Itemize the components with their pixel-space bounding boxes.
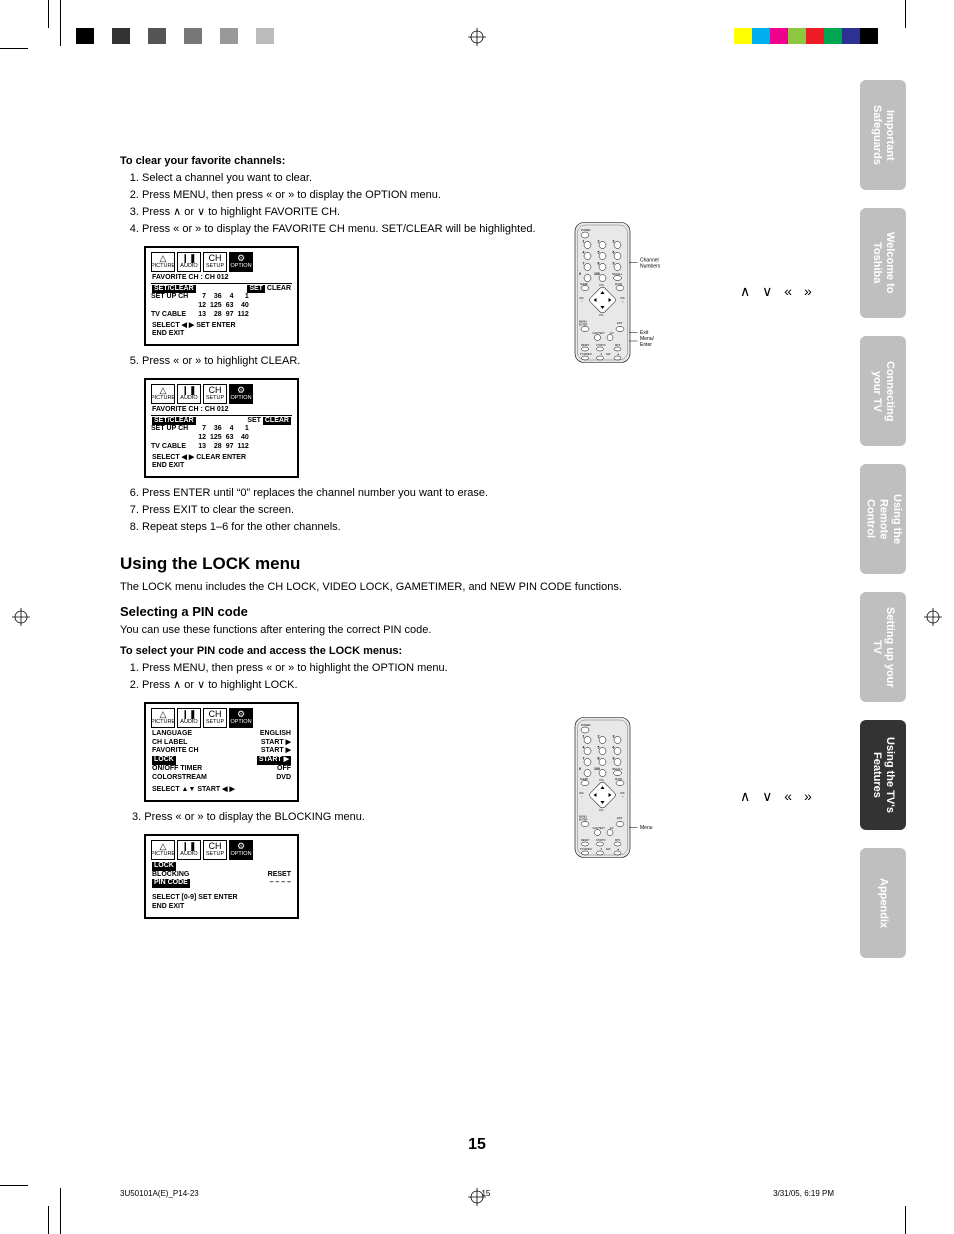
main-content: To clear your favorite channels: Select …: [120, 155, 690, 927]
list-item: Press « or » to highlight CLEAR.: [142, 354, 690, 370]
side-tab: Appendix: [860, 848, 906, 958]
heading-lock-menu: Using the LOCK menu: [120, 554, 690, 574]
arrow-glyphs: ∧ ∨ « »: [740, 788, 816, 805]
heading-pin: Selecting a PIN code: [120, 604, 690, 619]
steps-6-8: Press ENTER until “0” replaces the chann…: [120, 486, 690, 536]
footer: 3U50101A(E)_P14-23 15 3/31/05, 6:19 PM: [120, 1189, 834, 1198]
heading-select-pin: To select your PIN code and access the L…: [120, 645, 690, 657]
steps-clear-fav: Select a channel you want to clear.Press…: [120, 171, 690, 238]
list-item: Press ∧ or ∨ to highlight LOCK.: [142, 678, 690, 694]
arrow-glyphs: ∧ ∨ « »: [740, 283, 816, 300]
step-5: Press « or » to highlight CLEAR.: [120, 354, 690, 370]
crop-mark: [48, 1206, 49, 1234]
list-item: Press EXIT to clear the screen.: [142, 503, 690, 519]
side-tab: Using the Remote Control: [860, 464, 906, 574]
list-item: Repeat steps 1–6 for the other channels.: [142, 520, 690, 536]
menu-box-1: △PICTURE❙❚AUDIOCHSETUP⚙OPTIONFAVORITE CH…: [144, 246, 299, 346]
crop-mark: [0, 1185, 28, 1186]
heading-clear-fav: To clear your favorite channels:: [120, 155, 690, 167]
side-tab: Welcome to Toshiba: [860, 208, 906, 318]
registration-mark-icon: [924, 608, 942, 626]
list-item: Press ENTER until “0” replaces the chann…: [142, 486, 690, 502]
registration-mark-icon: [12, 608, 30, 626]
list-item: Press « or » to display the FAVORITE CH …: [142, 222, 690, 238]
crop-mark: [905, 0, 906, 28]
list-item: Press ∧ or ∨ to highlight FAVORITE CH.: [142, 205, 690, 221]
step-3-text: 3. Press « or » to display the BLOCKING …: [132, 810, 690, 826]
crop-mark: [0, 48, 28, 49]
list-item: Press MENU, then press « or » to display…: [142, 188, 690, 204]
pin-p1: You can use these functions after enteri…: [120, 623, 690, 639]
color-bar-right: [734, 28, 878, 44]
side-tab: Connecting your TV: [860, 336, 906, 446]
footer-left: 3U50101A(E)_P14-23: [120, 1189, 199, 1198]
steps-pin: Press MENU, then press « or » to highlig…: [120, 661, 690, 694]
crop-mark: [48, 0, 49, 28]
color-bar-left: [76, 28, 274, 44]
crop-mark: [905, 1206, 906, 1234]
page-number: 15: [468, 1136, 486, 1154]
side-tab: Using the TV's Features: [860, 720, 906, 830]
side-tab: Setting up your TV: [860, 592, 906, 702]
list-item: Press MENU, then press « or » to highlig…: [142, 661, 690, 677]
side-tab: Important Safeguards: [860, 80, 906, 190]
menu-box-2: △PICTURE❙❚AUDIOCHSETUP⚙OPTIONFAVORITE CH…: [144, 378, 299, 478]
crop-mark: [60, 0, 61, 46]
menu-box-4: △PICTURE❙❚AUDIOCHSETUP⚙OPTIONLOCKBLOCKIN…: [144, 834, 299, 919]
lock-intro: The LOCK menu includes the CH LOCK, VIDE…: [120, 580, 690, 596]
menu-box-3: △PICTURE❙❚AUDIOCHSETUP⚙OPTIONLANGUAGEENG…: [144, 702, 299, 802]
side-tabs: Important Safeguards Welcome to Toshiba Co…: [860, 80, 906, 958]
registration-mark-icon: [468, 28, 486, 46]
footer-mid: 15: [481, 1189, 490, 1198]
crop-mark: [60, 1188, 61, 1234]
footer-right: 3/31/05, 6:19 PM: [773, 1189, 834, 1198]
list-item: Select a channel you want to clear.: [142, 171, 690, 187]
